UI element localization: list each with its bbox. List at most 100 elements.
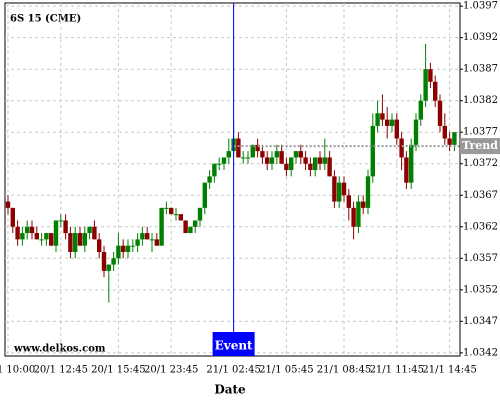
y-tick-label: 1.0392 <box>463 32 498 43</box>
candle-body <box>351 207 356 227</box>
candle-body <box>130 245 135 247</box>
x-tick-label: 20/1 10:00 <box>0 365 35 376</box>
candle-body <box>34 233 39 240</box>
y-tick-label: 1.0352 <box>463 284 498 295</box>
candle-body <box>341 182 347 196</box>
candle-body <box>92 226 97 240</box>
candle-body <box>303 157 308 164</box>
candle-body <box>145 233 150 240</box>
candle-body <box>389 119 395 126</box>
x-tick-label: 21/1 05:45 <box>259 365 313 376</box>
candle-body <box>269 157 275 164</box>
candle-body <box>452 132 457 145</box>
y-tick-label: 1.0347 <box>463 316 498 327</box>
candle-body <box>447 138 452 145</box>
candle-body <box>87 226 92 234</box>
y-tick-label: 1.0367 <box>463 190 498 201</box>
candle-body <box>346 195 351 208</box>
candle-body <box>217 163 222 165</box>
candle-body <box>293 151 299 158</box>
candle-body <box>385 119 390 126</box>
candle-body <box>178 214 183 221</box>
candle-body <box>197 207 203 221</box>
candle-body <box>193 220 198 227</box>
candle-body <box>317 157 323 164</box>
candle-body <box>49 233 54 246</box>
candle-body <box>188 226 193 234</box>
event-label: Event <box>215 339 253 353</box>
candle-body <box>173 214 179 216</box>
candle-body <box>437 100 443 126</box>
candle-body <box>121 245 126 252</box>
y-tick-label: 1.0362 <box>463 221 498 232</box>
candle-body <box>413 119 419 145</box>
candle-body <box>111 258 116 265</box>
candle-body <box>154 239 159 246</box>
candle-body <box>255 144 260 152</box>
candle-body <box>135 239 140 246</box>
candle-body <box>298 151 303 158</box>
candle-body <box>68 233 73 252</box>
trend-label-box <box>460 138 500 155</box>
candle-body <box>308 163 313 171</box>
candle-body <box>265 157 270 164</box>
candle-body <box>327 157 332 177</box>
candle-body <box>140 233 145 240</box>
watermark: www.delkos.com <box>13 344 106 355</box>
candle-body <box>58 220 63 222</box>
candle-body <box>82 233 87 246</box>
candle-body <box>428 69 433 82</box>
candle-body <box>313 157 318 171</box>
candle-body <box>116 245 121 259</box>
candle-body <box>53 220 59 246</box>
trend-label: Trend <box>462 139 498 152</box>
candle-body <box>442 125 447 139</box>
candle-body <box>418 100 423 120</box>
candle-body <box>370 125 375 177</box>
candle-body <box>39 239 44 241</box>
candle-body <box>250 144 255 158</box>
candle-body <box>221 157 227 164</box>
candle-body <box>245 157 251 159</box>
x-tick-label: 21/1 14:45 <box>422 365 476 376</box>
candle-body <box>202 182 207 208</box>
candle-body <box>44 233 49 240</box>
candle-body <box>289 157 294 171</box>
candle-body <box>20 233 25 240</box>
candle-body <box>322 157 327 164</box>
candle-body <box>409 144 414 183</box>
plot-frame <box>4 2 461 357</box>
x-tick-label: 20/1 15:45 <box>91 365 145 376</box>
candle-body <box>106 264 111 271</box>
candle-body <box>241 157 246 159</box>
candle-body <box>73 233 78 252</box>
candle-body <box>337 182 342 202</box>
candle-body <box>433 81 438 101</box>
candle-body <box>226 151 231 158</box>
candle-body <box>332 176 337 202</box>
y-tick-label: 1.0342 <box>463 347 498 358</box>
x-tick-label: 21/1 11:45 <box>370 365 424 376</box>
chart-title: 6S 15 (CME) <box>10 14 81 25</box>
candle-body <box>274 151 279 158</box>
candle-body <box>380 113 385 120</box>
candle-body <box>10 207 15 227</box>
candle-body <box>212 163 217 177</box>
candle-body <box>207 176 212 183</box>
x-axis-title: Date <box>214 383 246 397</box>
candle-body <box>260 151 265 158</box>
candle-body <box>97 239 102 252</box>
candle-body <box>29 226 35 234</box>
candle-body <box>5 201 11 208</box>
candle-body <box>77 233 83 246</box>
candle-body <box>125 245 131 252</box>
x-tick-label: 21/1 08:45 <box>317 365 371 376</box>
candle-body <box>63 220 68 234</box>
candle-body <box>279 151 284 164</box>
y-tick-label: 1.0397 <box>463 1 498 12</box>
candle-body <box>375 113 380 126</box>
candle-body <box>365 176 371 208</box>
candle-body <box>356 201 361 227</box>
x-tick-label: 20/1 23:45 <box>144 365 198 376</box>
